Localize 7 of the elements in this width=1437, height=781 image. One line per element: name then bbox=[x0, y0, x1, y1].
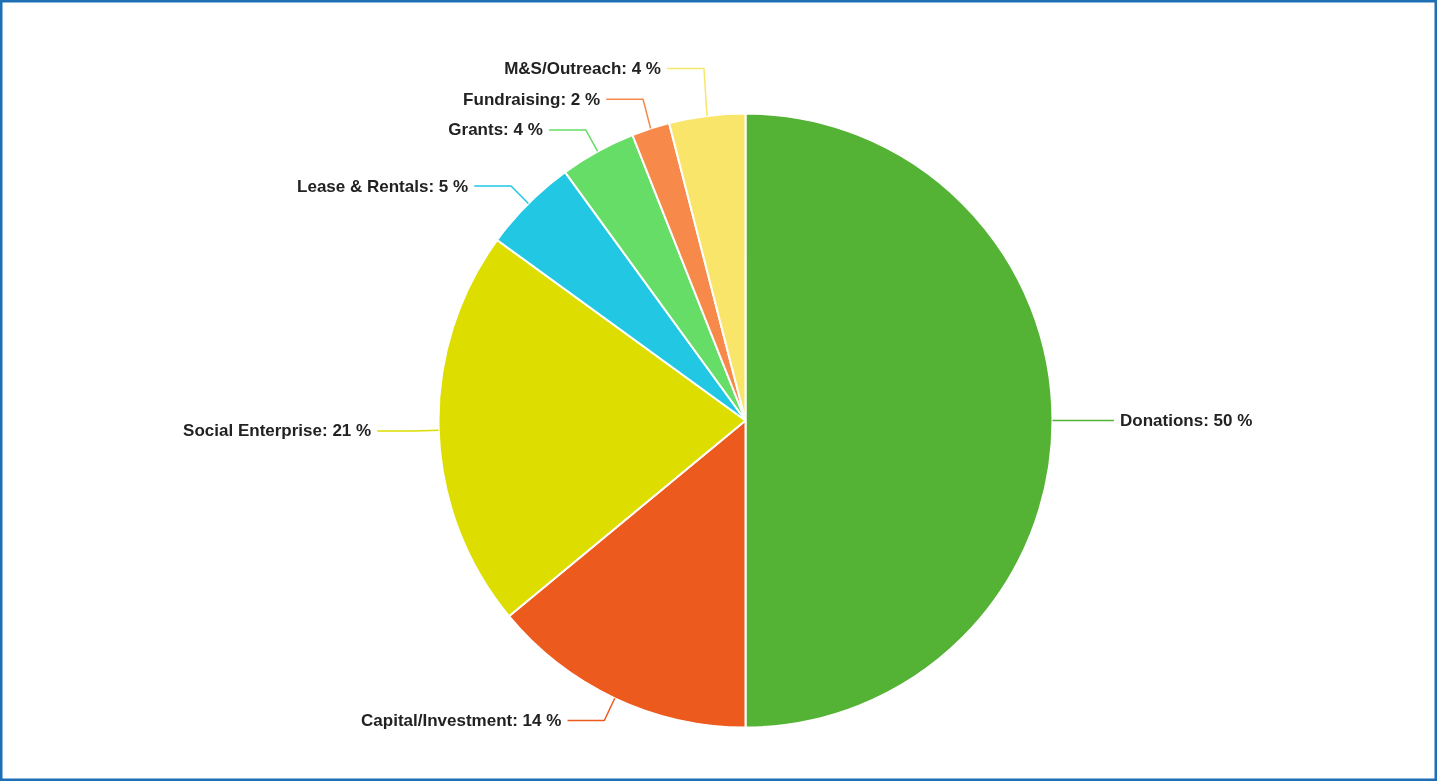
slice-label: Grants: 4 % bbox=[448, 120, 543, 140]
slice-label: Donations: 50 % bbox=[1120, 411, 1253, 430]
slice-label: Fundraising: 2 % bbox=[463, 89, 601, 109]
slice-label: Lease & Rentals: 5 % bbox=[297, 176, 469, 196]
slice-label: Capital/Investment: 14 % bbox=[361, 711, 562, 730]
slice-label: Social Enterprise: 21 % bbox=[183, 421, 372, 441]
slice-label: M&S/Outreach: 4 % bbox=[504, 59, 661, 79]
